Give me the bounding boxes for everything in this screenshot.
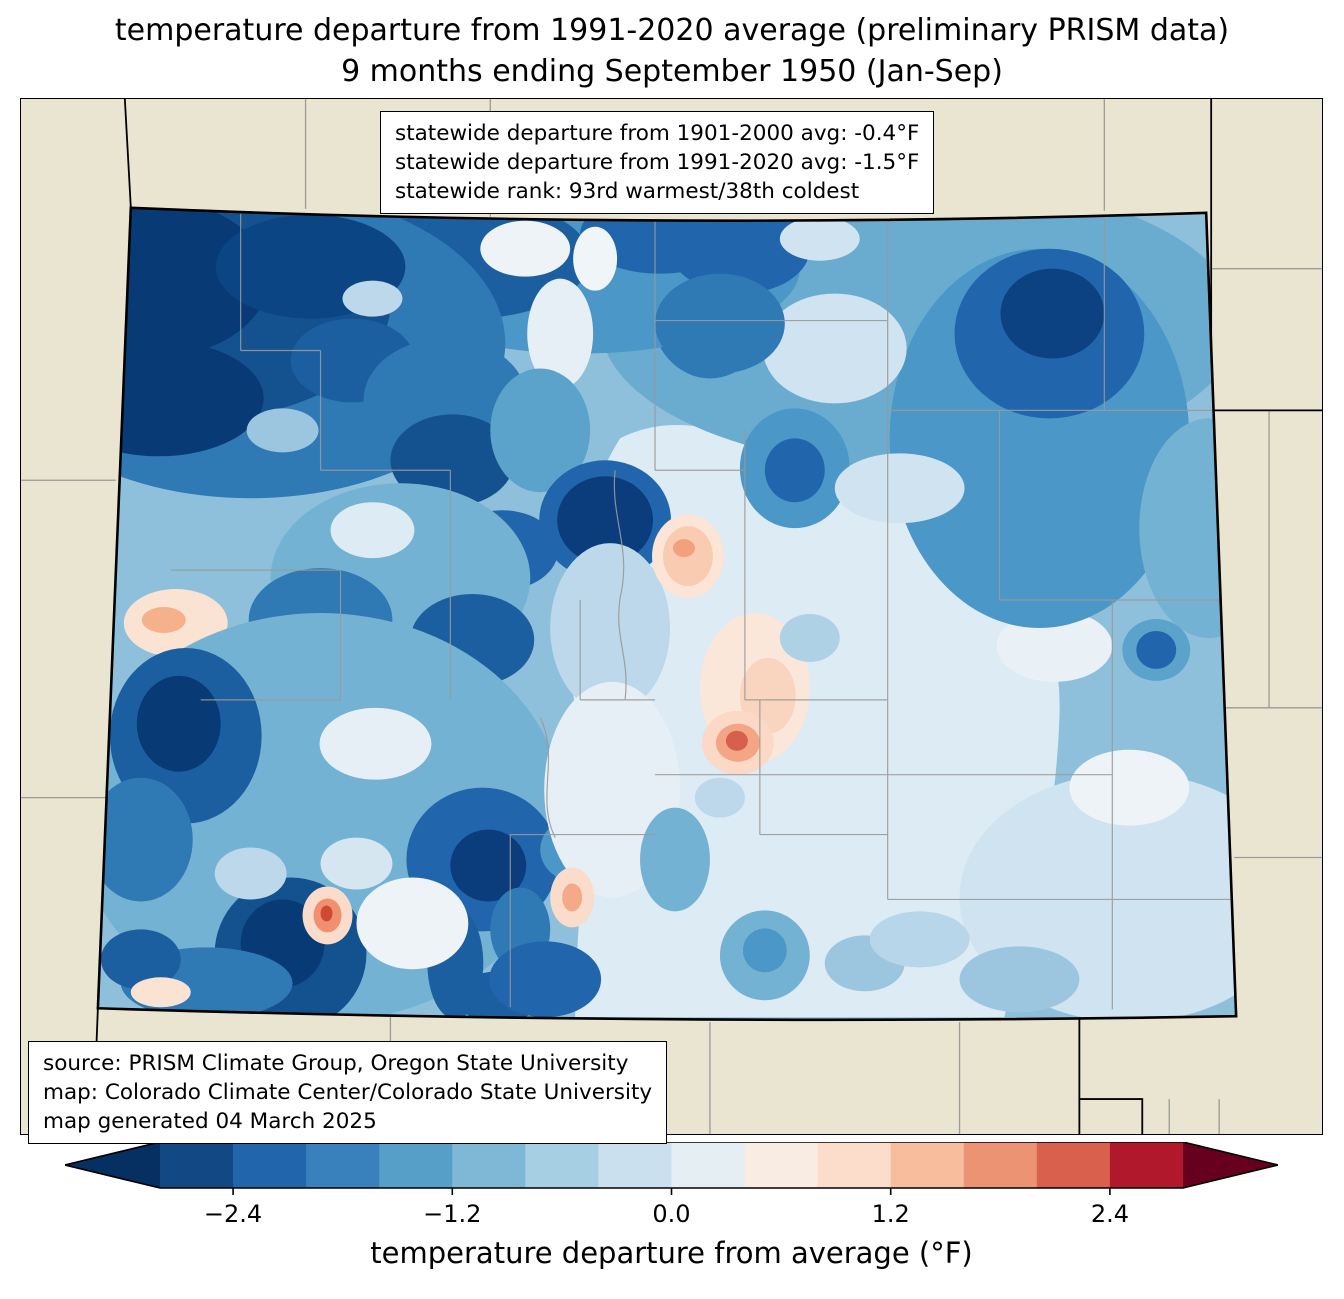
colorbar-tick-label: −1.2: [423, 1200, 482, 1228]
source-line-2: map: Colorado Climate Center/Colorado St…: [43, 1080, 653, 1106]
colorbar-tick-label: −2.4: [203, 1200, 263, 1228]
stats-line-3: statewide rank: 93rd warmest/38th coldes…: [395, 179, 860, 205]
source-credit-box: source: PRISM Climate Group, Oregon Stat…: [28, 1041, 668, 1145]
stats-line-2: statewide departure from 1991-2020 avg: …: [395, 150, 920, 176]
title-line-2: 9 months ending September 1950 (Jan-Sep): [341, 54, 1003, 90]
contour-layer: [97, 207, 1237, 1020]
map-axes: [20, 98, 1323, 1135]
source-line-3: map generated 04 March 2025: [43, 1109, 377, 1135]
colorbar-tick-label: 2.4: [1090, 1200, 1129, 1228]
stats-line-1: statewide departure from 1901-2000 avg: …: [395, 121, 920, 146]
source-line-1: source: PRISM Climate Group, Oregon Stat…: [43, 1051, 629, 1076]
colorbar-tick-label: 1.2: [871, 1200, 910, 1228]
state-border: [96, 206, 1238, 1022]
colorbar-axis-label: temperature departure from average (°F): [370, 1236, 973, 1270]
colorbar: temperature departure from average (°F) …: [65, 1142, 1278, 1292]
colorbar-tick-label: 0.0: [652, 1200, 691, 1228]
colorbar-gradient: [65, 1142, 1278, 1195]
title-line-1: temperature departure from 1991-2020 ave…: [114, 13, 1230, 48]
county-lines-layer: [170, 213, 1237, 1010]
figure-title: temperature departure from 1991-2020 ave…: [0, 10, 1344, 93]
statewide-stats-box: statewide departure from 1901-2000 avg: …: [380, 111, 935, 215]
colorado-map: [21, 99, 1322, 1134]
